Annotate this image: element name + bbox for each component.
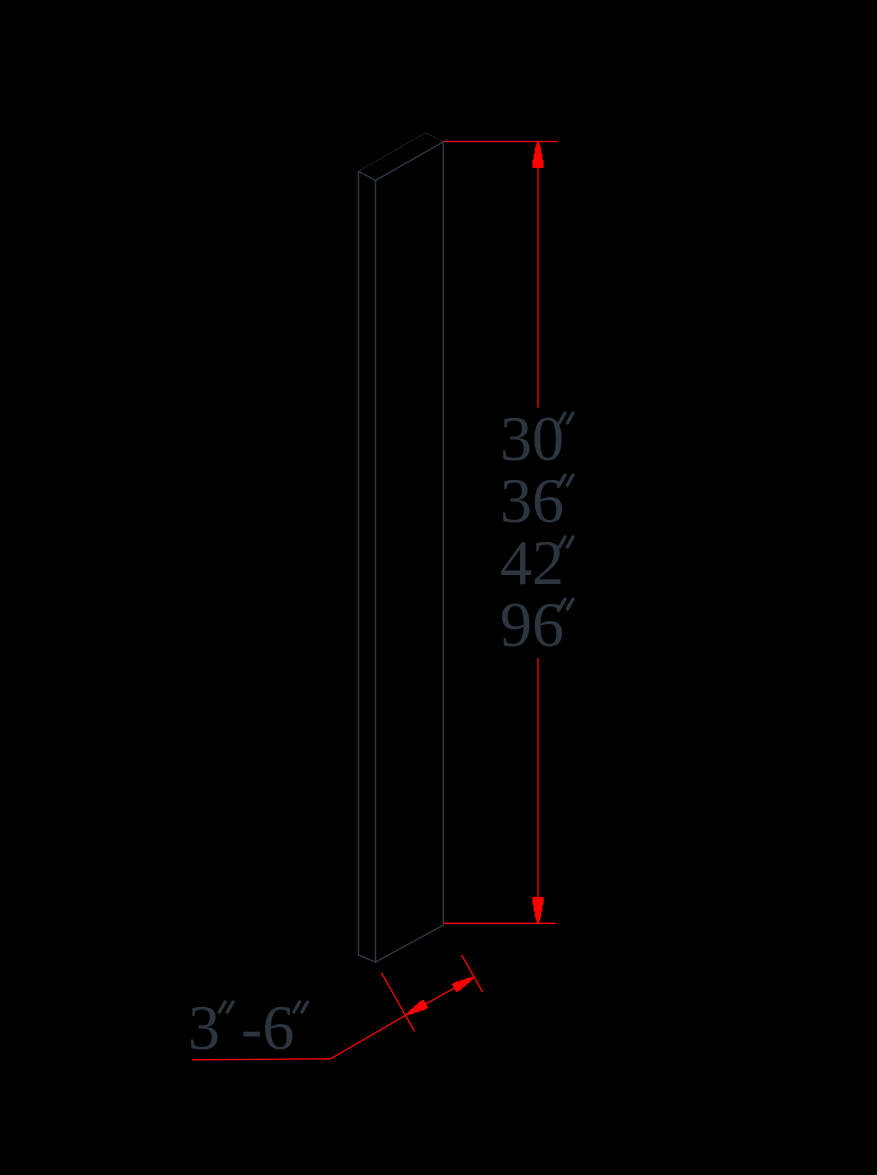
svg-text:36: 36 xyxy=(500,465,564,536)
svg-text:96: 96 xyxy=(500,589,564,660)
svg-text:42: 42 xyxy=(500,527,564,598)
svg-text:-6: -6 xyxy=(241,992,294,1063)
svg-text:30: 30 xyxy=(500,403,564,474)
svg-text:3: 3 xyxy=(188,992,220,1063)
